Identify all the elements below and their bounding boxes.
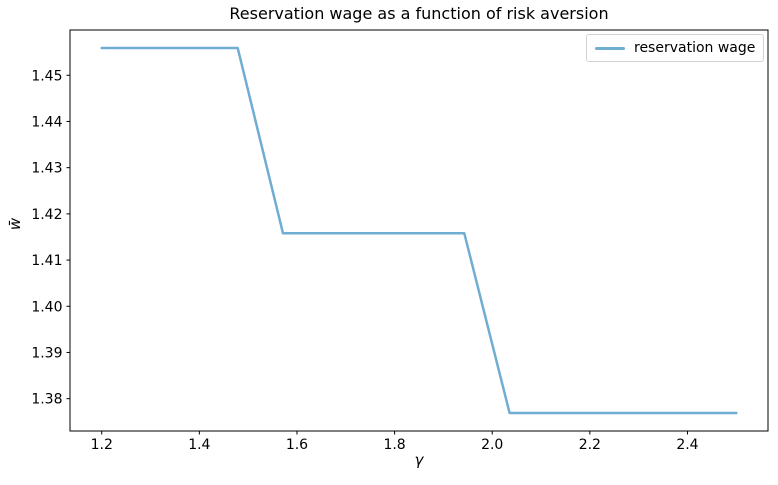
x-tick-label: 1.2 [91,437,113,453]
y-tick-label: 1.43 [31,161,62,177]
series-line-reservation-wage [100,46,738,415]
chart-title: Reservation wage as a function of risk a… [229,4,609,23]
x-tick-label: 2.4 [676,437,698,453]
x-axis-label: γ [414,451,424,469]
y-tick-label: 1.45 [31,68,62,84]
x-tick-label: 1.4 [188,437,210,453]
y-axis-label: w̄ [6,217,24,231]
x-tick-label: 1.6 [286,437,308,453]
y-tick-label: 1.41 [31,253,62,269]
x-tick-label: 2.0 [481,437,503,453]
legend-line-swatch [595,46,625,50]
y-tick-label: 1.40 [31,299,62,315]
y-tick-label: 1.38 [31,392,62,408]
legend-label: reservation wage [634,40,756,56]
y-tick-label: 1.39 [31,345,62,361]
y-tick-label: 1.44 [31,114,62,130]
legend: reservation wage [586,34,764,62]
x-tick-label: 2.2 [579,437,601,453]
x-tick-label: 1.8 [383,437,405,453]
axes-spines [69,29,769,432]
y-tick-label: 1.42 [31,207,62,223]
